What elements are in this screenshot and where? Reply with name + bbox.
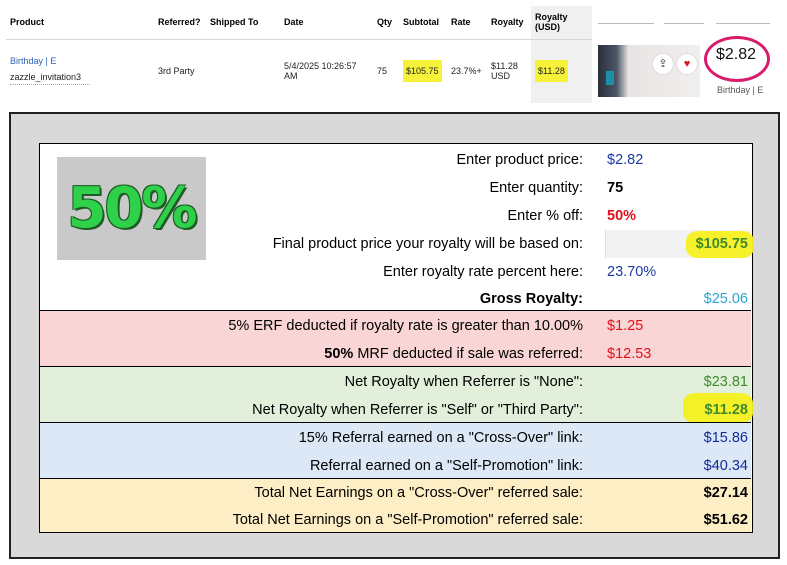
row-erf: 5% ERF deducted if royalty rate is great… <box>40 312 751 340</box>
label-final-price: Final product price your royalty will be… <box>272 236 583 252</box>
value-erf: $1.25 <box>607 318 644 334</box>
divider-line <box>598 23 654 24</box>
label-net-self: Net Royalty when Referrer is "Self" or "… <box>252 402 583 418</box>
heart-icon[interactable]: ♥ <box>676 53 698 75</box>
cell-referred: 3rd Party <box>154 39 206 103</box>
cell-subtotal: $105.75 <box>399 39 447 103</box>
cell-date: 5/4/2025 10:26:57 AM <box>280 39 373 103</box>
input-quantity[interactable]: 75 <box>607 180 624 196</box>
row-total-self: Total Net Earnings on a "Self-Promotion"… <box>40 506 751 534</box>
referral-section: 15% Referral earned on a "Cross-Over" li… <box>40 422 751 478</box>
row-net-none: Net Royalty when Referrer is "None": $23… <box>40 368 751 396</box>
mrf-text: MRF deducted if sale was referred: <box>353 346 583 362</box>
label-total-cross: Total Net Earnings on a "Cross-Over" ref… <box>254 485 583 501</box>
value-total-self: $51.62 <box>703 512 748 528</box>
input-product-price[interactable]: $2.82 <box>607 152 644 168</box>
royalty-usd-highlight: $11.28 <box>535 60 568 83</box>
row-cross-over: 15% Referral earned on a "Cross-Over" li… <box>40 424 751 452</box>
cell-product: Birthday | E zazzle_invitation3 <box>6 39 154 103</box>
label-total-self: Total Net Earnings on a "Self-Promotion"… <box>232 512 583 528</box>
label-product-price: Enter product price: <box>456 152 583 168</box>
cell-royalty-usd: $11.28 <box>531 39 592 103</box>
order-table: Product Referred? Shipped To Date Qty Su… <box>6 6 592 103</box>
label-royalty-rate: Enter royalty rate percent here: <box>383 264 583 280</box>
label-erf: 5% ERF deducted if royalty rate is great… <box>228 318 583 334</box>
deductions-section: 5% ERF deducted if royalty rate is great… <box>40 310 751 366</box>
badge-text: 50% <box>67 176 197 241</box>
label-percent-off: Enter % off: <box>507 208 584 224</box>
input-percent-off[interactable]: 50% <box>607 208 637 224</box>
final-price-cell: $105.75 <box>605 230 754 258</box>
redacted-line <box>10 83 90 87</box>
value-final-price: $105.75 <box>695 236 748 252</box>
product-sku: zazzle_invitation3 <box>10 71 82 82</box>
highlighter-mark <box>683 393 753 423</box>
subtotal-highlight: $105.75 <box>403 60 442 83</box>
product-link[interactable]: Birthday | E <box>10 55 57 66</box>
input-royalty-rate[interactable]: 23.70% <box>607 264 657 280</box>
row-net-self: Net Royalty when Referrer is "Self" or "… <box>40 393 753 424</box>
header-date[interactable]: Date <box>280 6 373 40</box>
row-percent-off: Enter % off: 50% <box>40 202 751 230</box>
divider-line <box>664 23 704 24</box>
divider-line <box>716 23 770 24</box>
calculator-table: 50% Enter product price: $2.82 Enter qua… <box>39 143 754 533</box>
percent-off-badge: 50% <box>57 157 206 260</box>
value-net-none: $23.81 <box>703 374 748 390</box>
header-royalty[interactable]: Royalty <box>487 6 531 40</box>
label-quantity: Enter quantity: <box>489 180 584 196</box>
mrf-percent: 50% <box>324 346 354 362</box>
value-total-cross: $27.14 <box>703 485 748 501</box>
input-section: 50% Enter product price: $2.82 Enter qua… <box>40 144 754 313</box>
header-royalty-usd[interactable]: Royalty (USD) <box>531 6 592 40</box>
net-self-cell: $11.28 <box>605 393 753 424</box>
label-net-none: Net Royalty when Referrer is "None": <box>344 374 583 390</box>
cell-qty: 75 <box>373 39 399 103</box>
header-referred[interactable]: Referred? <box>154 6 206 40</box>
thumbnail-art <box>606 71 614 85</box>
value-net-self: $11.28 <box>704 402 748 418</box>
value-mrf: $12.53 <box>607 346 652 362</box>
label-cross-over: 15% Referral earned on a "Cross-Over" li… <box>298 430 583 446</box>
row-final-price: Final product price your royalty will be… <box>40 230 754 258</box>
price-circle-annotation <box>704 36 770 82</box>
label-gross-royalty: Gross Royalty: <box>479 291 583 307</box>
product-thumbnail[interactable]: ⇪ ♥ <box>598 45 700 97</box>
row-mrf: 50% MRF deducted if sale was referred: $… <box>40 340 751 368</box>
row-gross-royalty: Gross Royalty: $25.06 <box>40 285 751 313</box>
value-self-promo: $40.34 <box>703 458 748 474</box>
row-self-promo: Referral earned on a "Self-Promotion" li… <box>40 452 751 480</box>
order-header-row: Product Referred? Shipped To Date Qty Su… <box>6 6 592 40</box>
product-caption[interactable]: Birthday | E <box>717 85 764 95</box>
header-rate[interactable]: Rate <box>447 6 487 40</box>
header-subtotal[interactable]: Subtotal <box>399 6 447 40</box>
cell-royalty: $11.28 USD <box>487 39 531 103</box>
cell-shipped-to <box>206 39 280 103</box>
header-shipped-to[interactable]: Shipped To <box>206 6 280 40</box>
label-mrf: 50% MRF deducted if sale was referred: <box>324 340 583 368</box>
royalty-calculator-panel: 50% Enter product price: $2.82 Enter qua… <box>9 112 780 559</box>
row-quantity: Enter quantity: 75 <box>40 174 751 202</box>
share-icon[interactable]: ⇪ <box>652 53 674 75</box>
total-earnings-section: Total Net Earnings on a "Cross-Over" ref… <box>40 478 751 532</box>
value-gross-royalty: $25.06 <box>703 291 748 307</box>
header-qty[interactable]: Qty <box>373 6 399 40</box>
highlighter-mark <box>686 231 754 258</box>
product-price: $2.82 <box>716 46 757 63</box>
net-royalty-section: Net Royalty when Referrer is "None": $23… <box>40 366 753 424</box>
cell-rate: 23.7%+ <box>447 39 487 103</box>
row-royalty-rate: Enter royalty rate percent here: 23.70% <box>40 258 751 286</box>
row-product-price: Enter product price: $2.82 <box>40 146 751 174</box>
header-product[interactable]: Product <box>6 6 154 40</box>
value-cross-over: $15.86 <box>703 430 748 446</box>
row-total-cross: Total Net Earnings on a "Cross-Over" ref… <box>40 479 751 507</box>
order-row: Birthday | E zazzle_invitation3 3rd Part… <box>6 39 592 103</box>
label-self-promo: Referral earned on a "Self-Promotion" li… <box>309 458 583 474</box>
